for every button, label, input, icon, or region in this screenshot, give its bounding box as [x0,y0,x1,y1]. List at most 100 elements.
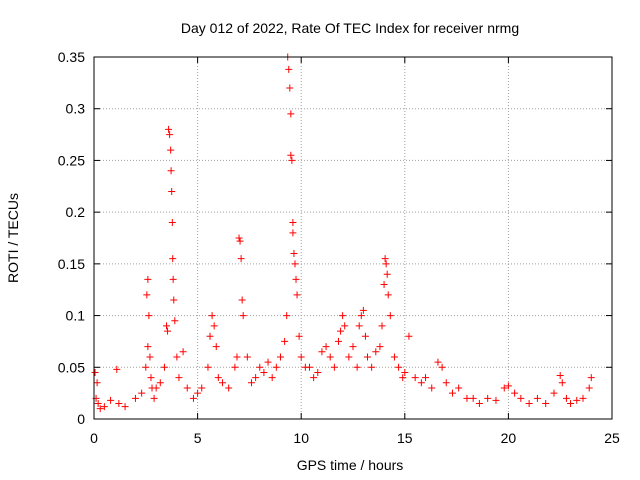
data-point [542,399,550,407]
data-point [405,332,413,340]
data-point [239,312,247,320]
y-tick-label: 0.25 [58,152,85,168]
data-point [96,405,104,413]
data-point [113,365,121,373]
data-point [171,317,179,325]
data-point [585,384,593,392]
data-point [438,363,446,371]
data-point [264,358,272,366]
data-point [500,384,508,392]
data-point [310,374,318,382]
data-point [210,322,218,330]
data-point [198,384,206,392]
data-point [469,394,477,402]
data-point [150,394,158,402]
y-tick-label: 0.1 [66,308,86,324]
x-tick-label: 0 [90,430,98,446]
data-point [237,255,245,263]
data-point [146,353,154,361]
y-tick-label: 0.15 [58,256,85,272]
data-point [156,379,164,387]
data-point [558,379,566,387]
data-point [395,363,403,371]
data-point [322,343,330,351]
y-tick-label: 0.05 [58,359,85,375]
data-point [364,353,372,361]
data-point [145,312,153,320]
data-point [93,379,101,387]
data-point [260,368,268,376]
data-point [212,343,220,351]
x-tick-label: 20 [501,430,517,446]
data-point [382,260,390,268]
data-point [579,394,587,402]
y-axis-ticks: 0 0.05 0.1 0.15 0.2 0.25 0.3 0.35 [58,49,612,427]
data-point [268,374,276,382]
data-point [525,399,533,407]
data-point [386,312,394,320]
data-point [357,312,365,320]
data-point [256,363,264,371]
data-point [175,374,183,382]
data-point [218,379,226,387]
data-point [314,368,322,376]
data-point [368,363,376,371]
chart-title: Day 012 of 2022, Rate Of TEC Index for r… [181,20,519,36]
data-point [290,250,298,258]
data-point [383,270,391,278]
data-point [286,84,294,92]
data-point [399,374,407,382]
data-point [380,281,388,289]
data-point [167,167,175,175]
data-point [550,389,558,397]
data-point [147,374,155,382]
data-point [194,389,202,397]
data-point [359,306,367,314]
data-point [100,403,108,411]
plot-frame [93,56,613,420]
data-point [384,291,392,299]
data-point [143,291,151,299]
x-tick-label: 10 [293,430,309,446]
data-point [448,389,456,397]
data-point [376,343,384,351]
data-point [341,322,349,330]
data-point [138,389,146,397]
data-point [349,343,357,351]
data-point [475,399,483,407]
data-point [289,229,297,237]
data-point [587,374,595,382]
data-point [252,374,260,382]
data-point [330,363,338,371]
data-point [361,332,369,340]
data-point [411,374,419,382]
data-point [107,396,115,404]
data-point [235,234,243,242]
data-point [567,399,575,407]
data-point [401,368,409,376]
data-point [422,374,430,382]
data-point [231,363,239,371]
y-tick-label: 0.3 [66,101,86,117]
data-point [233,353,241,361]
x-tick-label: 5 [194,430,202,446]
data-point [434,358,442,366]
data-point [337,327,345,335]
data-point [165,125,173,133]
data-point [390,353,398,361]
data-point [160,363,168,371]
data-point [208,312,216,320]
data-point [166,131,174,139]
data-point [455,384,463,392]
data-point [504,382,512,390]
data-point [189,394,197,402]
data-point [94,399,102,407]
data-point [272,363,280,371]
data-point [164,327,172,335]
data-point [183,384,191,392]
data-point [484,394,492,402]
data-point [214,374,222,382]
data-point [297,353,305,361]
data-point [247,379,255,387]
